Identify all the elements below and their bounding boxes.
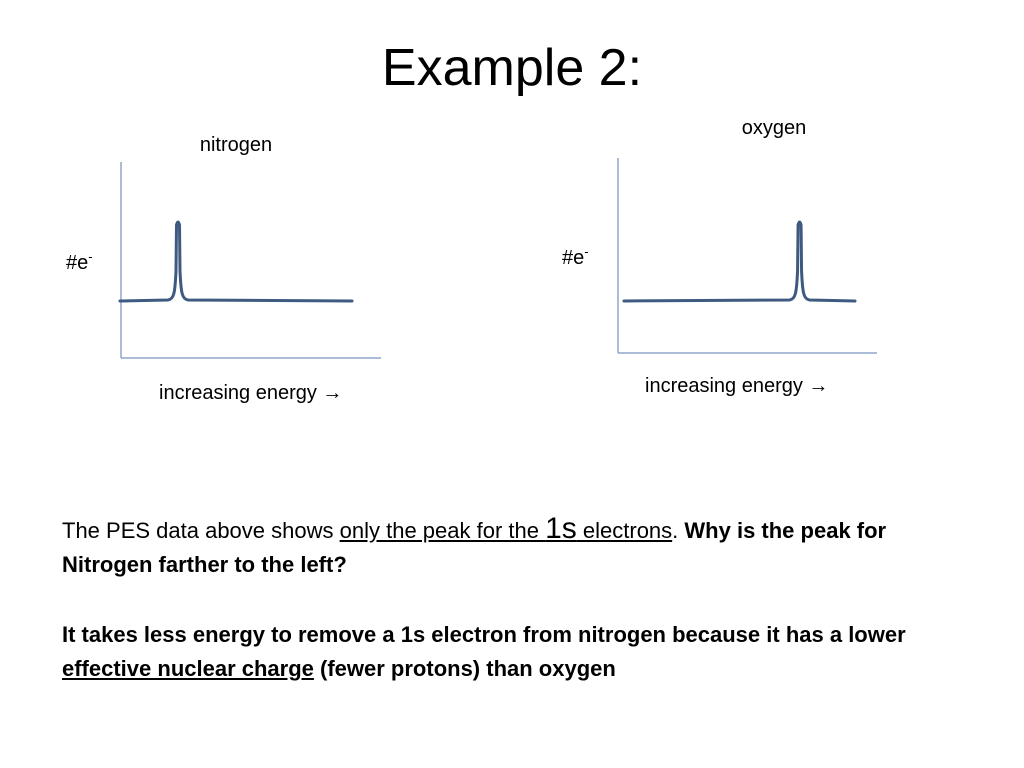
question-part-1: The PES data above shows: [62, 518, 340, 543]
answer-part-1: It takes less energy to remove a 1s elec…: [62, 622, 906, 647]
answer-part-2: (fewer protons) than oxygen: [313, 656, 616, 681]
nitrogen-y-label-sup: -: [88, 249, 92, 264]
nitrogen-chart: nitrogen #e- increasing energy →: [66, 134, 381, 404]
oxygen-y-label: #e-: [562, 244, 589, 269]
nitrogen-chart-title: nitrogen: [200, 134, 272, 156]
question-text: The PES data above shows only the peak f…: [62, 512, 962, 582]
oxygen-y-label-sup: -: [584, 244, 588, 259]
question-1s: 1s: [545, 512, 577, 545]
question-underlined: only the peak for the 1s electrons: [339, 512, 673, 545]
oxygen-y-label-base: #e: [562, 247, 584, 269]
question-underlined-part-2: electrons: [576, 518, 673, 543]
answer-text: It takes less energy to remove a 1s elec…: [62, 618, 982, 686]
question-underlined-part-1: only the peak for the: [339, 518, 546, 543]
pes-charts: nitrogen #e- increasing energy → oxygen …: [66, 117, 877, 404]
nitrogen-x-label: increasing energy →: [159, 382, 342, 404]
oxygen-spectrum-line: [622, 220, 857, 303]
answer-underlined: effective nuclear charge: [62, 656, 314, 681]
oxygen-chart: oxygen #e- increasing energy →: [562, 117, 877, 397]
nitrogen-spectrum-line: [118, 220, 354, 303]
oxygen-chart-title: oxygen: [742, 117, 807, 139]
nitrogen-y-label-base: #e: [66, 252, 88, 274]
question-bold: Why is the peak for Nitrogen farther to …: [62, 518, 887, 577]
oxygen-x-label: increasing energy →: [645, 375, 828, 397]
slide-title: Example 2:: [381, 39, 643, 97]
nitrogen-y-label: #e-: [66, 249, 93, 274]
question-part-2: .: [672, 518, 685, 543]
